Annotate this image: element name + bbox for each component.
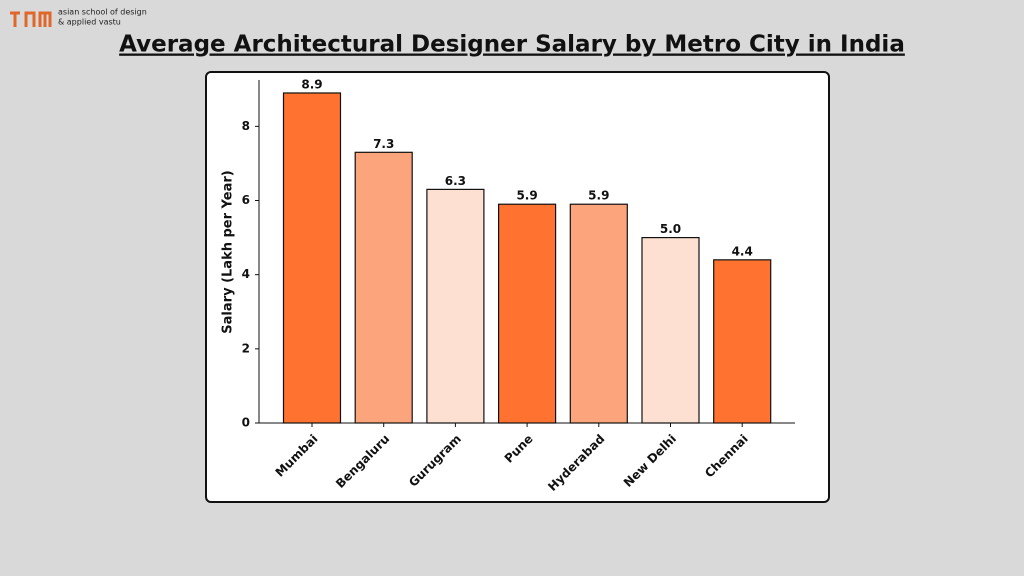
value-label: 5.0 [660, 222, 681, 236]
value-label: 5.9 [516, 189, 537, 203]
value-label: 5.9 [588, 189, 609, 203]
logo-icon [10, 11, 52, 27]
bar [354, 151, 413, 424]
bar [426, 188, 485, 424]
chart-title: Average Architectural Designer Salary by… [119, 32, 905, 58]
bar [641, 236, 700, 424]
y-tick-label: 6 [242, 193, 250, 207]
bar [498, 203, 557, 424]
y-tick-label: 2 [242, 341, 250, 355]
value-label: 6.3 [445, 174, 466, 188]
value-label: 4.4 [732, 244, 753, 258]
y-tick-label: 4 [242, 267, 250, 281]
value-label: 8.9 [301, 77, 322, 91]
bar [282, 92, 342, 424]
bar [713, 259, 772, 424]
y-axis-label: Salary (Lakh per Year) [221, 170, 236, 333]
logo-text: & applied vastu [58, 18, 121, 27]
y-tick-label: 0 [242, 416, 250, 430]
bar [569, 203, 628, 424]
value-label: 7.3 [373, 137, 394, 151]
logo-text: asian school of design [58, 8, 147, 17]
y-tick-label: 8 [242, 119, 250, 133]
